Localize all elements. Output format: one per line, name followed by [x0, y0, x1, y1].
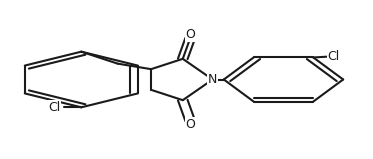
Text: O: O: [185, 28, 195, 41]
Text: O: O: [185, 118, 195, 131]
Text: N: N: [208, 73, 217, 86]
Text: Cl: Cl: [48, 101, 60, 114]
Text: Cl: Cl: [328, 50, 340, 63]
